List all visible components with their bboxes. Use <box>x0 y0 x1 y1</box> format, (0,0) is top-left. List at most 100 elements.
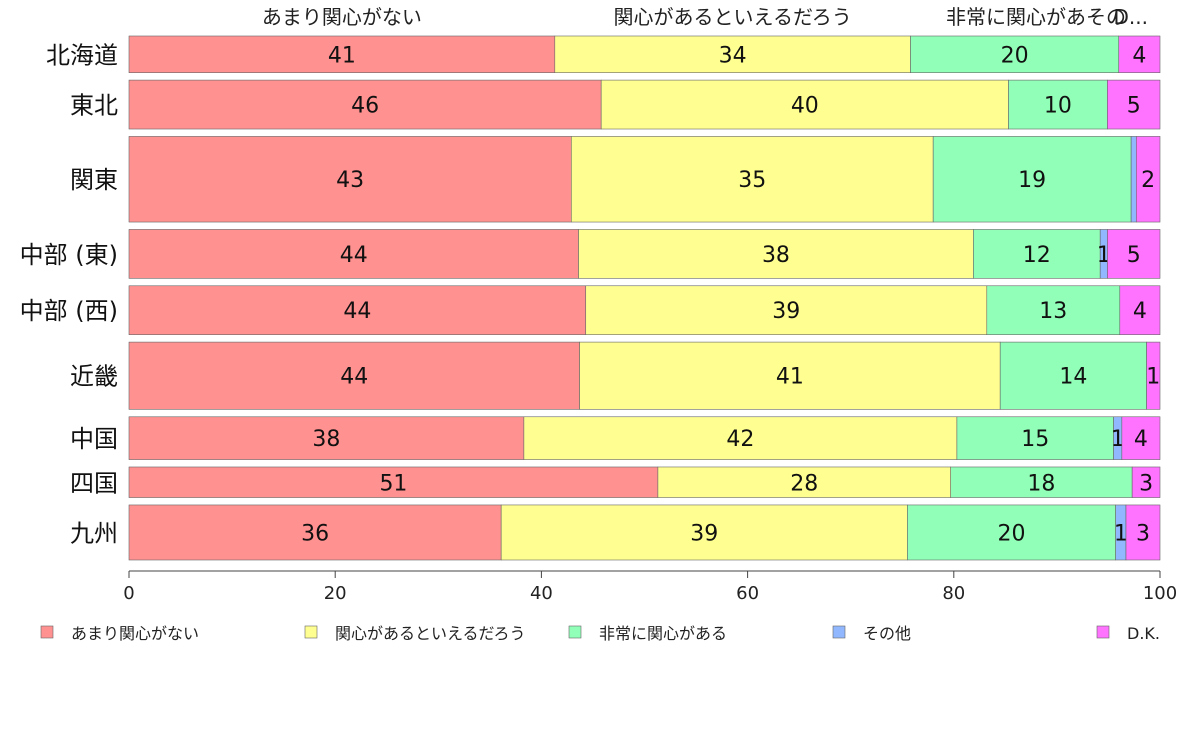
bar-segment <box>1119 285 1161 335</box>
data-label: 1 <box>1146 365 1160 390</box>
data-label: 19 <box>1018 168 1046 193</box>
x-tick-label: 80 <box>942 583 965 604</box>
bar-segment <box>1125 504 1161 561</box>
bar-segment <box>1146 341 1161 410</box>
bar-segment <box>128 466 659 498</box>
bar-segment <box>950 466 1133 498</box>
category-label: 四国 <box>70 469 118 497</box>
bar-segment <box>128 35 556 73</box>
data-label: 20 <box>998 521 1026 546</box>
x-tick-label: 100 <box>1143 583 1177 604</box>
data-label: 10 <box>1044 94 1072 119</box>
data-label: 18 <box>1027 471 1055 496</box>
category-label: 北海道 <box>46 41 118 69</box>
data-label: 38 <box>762 243 790 268</box>
data-label: 44 <box>340 243 368 268</box>
x-tick-label: 0 <box>123 583 134 604</box>
data-label: 43 <box>336 168 364 193</box>
legend-swatch <box>832 625 846 639</box>
data-label: 2 <box>1141 168 1155 193</box>
data-label: 42 <box>726 427 754 452</box>
bar-segment <box>585 285 988 335</box>
bar-segment <box>1118 35 1161 73</box>
bar-segment <box>910 35 1120 73</box>
bar-segment <box>128 79 602 130</box>
legend-swatch <box>304 625 318 639</box>
data-label: 14 <box>1059 365 1087 390</box>
data-label: 13 <box>1039 299 1067 324</box>
category-label: 近畿 <box>70 363 118 391</box>
legend-swatch <box>40 625 54 639</box>
bar-segment <box>956 416 1114 460</box>
category-label: 中国 <box>70 425 118 453</box>
bar-segment <box>600 79 1009 130</box>
data-label: 41 <box>776 365 804 390</box>
bar-segment <box>128 341 580 410</box>
data-label: 20 <box>1001 43 1029 68</box>
bar-segment <box>1121 416 1161 460</box>
data-label: 5 <box>1127 94 1141 119</box>
data-label: 3 <box>1139 471 1153 496</box>
data-label: 38 <box>312 427 340 452</box>
data-label: 39 <box>690 521 718 546</box>
bar-segment <box>1131 466 1161 498</box>
data-label: 34 <box>719 43 747 68</box>
data-label: 12 <box>1023 243 1051 268</box>
category-label: 中部 (西) <box>20 297 118 325</box>
legend-label: D.K. <box>1127 624 1160 643</box>
data-label: 46 <box>351 94 379 119</box>
data-label: 28 <box>790 471 818 496</box>
data-label: 3 <box>1136 521 1150 546</box>
bar-segment <box>500 504 908 561</box>
x-tick-label: 20 <box>324 583 347 604</box>
bar-segment <box>1008 79 1108 130</box>
data-label: 4 <box>1134 427 1148 452</box>
bar-segment <box>1135 136 1161 223</box>
bar-segment <box>973 229 1101 279</box>
data-label: 1 <box>1114 521 1128 546</box>
data-label: 51 <box>379 471 407 496</box>
bar-segment <box>999 341 1147 410</box>
x-tick-label: 60 <box>736 583 759 604</box>
bar-segment <box>1130 136 1137 223</box>
bar-segment <box>657 466 952 498</box>
data-label: 5 <box>1127 243 1141 268</box>
bar-segment <box>523 416 958 460</box>
category-label: 東北 <box>70 92 118 120</box>
data-label: 35 <box>738 168 766 193</box>
data-label: 41 <box>328 43 356 68</box>
legend-label: その他 <box>863 624 911 643</box>
data-label: 4 <box>1133 299 1147 324</box>
data-label: 39 <box>772 299 800 324</box>
top-series-label: 非常に関心があその <box>946 5 1126 29</box>
bar-segment <box>128 229 579 279</box>
bar-segment <box>128 416 525 460</box>
legend-swatch <box>568 625 582 639</box>
bar-segment <box>128 136 572 223</box>
data-label: 1 <box>1111 427 1125 452</box>
category-label: 中部 (東) <box>20 241 118 269</box>
data-label: 36 <box>301 521 329 546</box>
data-label: 40 <box>791 94 819 119</box>
bar-segment <box>1107 79 1161 130</box>
bar-segment <box>570 136 934 223</box>
legend-label: 関心があるといえるだろう <box>335 624 526 643</box>
data-label: 4 <box>1132 43 1146 68</box>
bar-segment <box>128 285 587 335</box>
data-label: 44 <box>340 365 368 390</box>
bar-segment <box>554 35 911 73</box>
bar-segment <box>1107 229 1161 279</box>
data-label: 15 <box>1021 427 1049 452</box>
x-tick-label: 40 <box>530 583 553 604</box>
category-label: 関東 <box>70 166 118 194</box>
legend-swatch <box>1096 625 1110 639</box>
bar-segment <box>579 341 1001 410</box>
data-label: 44 <box>343 299 371 324</box>
top-series-label: 関心があるといえるだろう <box>614 5 852 29</box>
top-series-label: D... <box>1114 5 1148 29</box>
bar-segment <box>907 504 1116 561</box>
category-label: 九州 <box>70 519 118 547</box>
bar-segment <box>128 504 502 561</box>
bar-segment <box>578 229 974 279</box>
